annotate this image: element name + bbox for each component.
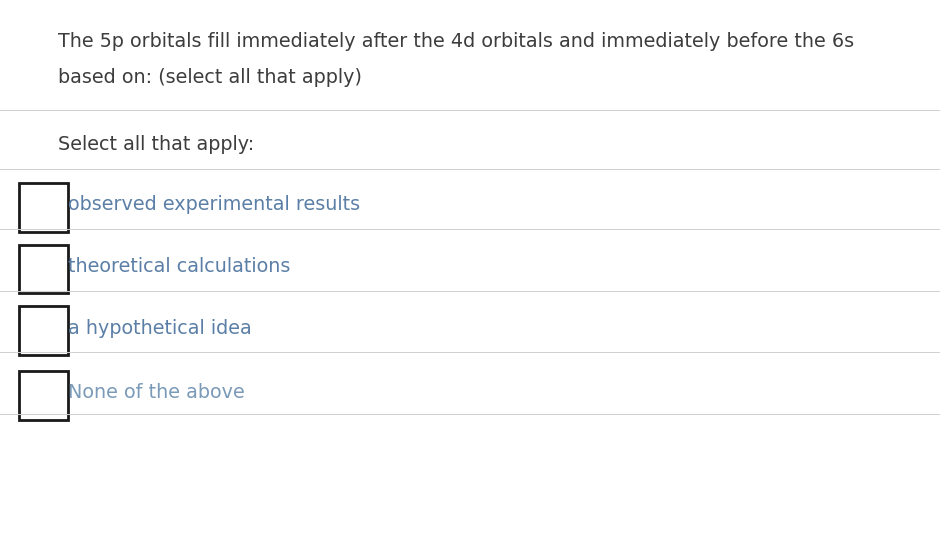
FancyBboxPatch shape [19, 307, 68, 355]
FancyBboxPatch shape [19, 183, 68, 231]
FancyBboxPatch shape [19, 371, 68, 420]
Text: theoretical calculations: theoretical calculations [68, 257, 290, 276]
FancyBboxPatch shape [19, 245, 68, 293]
Text: a hypothetical idea: a hypothetical idea [68, 318, 251, 338]
Text: based on: (select all that apply): based on: (select all that apply) [58, 68, 362, 87]
Text: None of the above: None of the above [68, 383, 244, 402]
Text: Select all that apply:: Select all that apply: [58, 134, 255, 153]
Text: The 5p orbitals fill immediately after the 4d orbitals and immediately before th: The 5p orbitals fill immediately after t… [58, 32, 854, 51]
Text: observed experimental results: observed experimental results [68, 195, 360, 214]
